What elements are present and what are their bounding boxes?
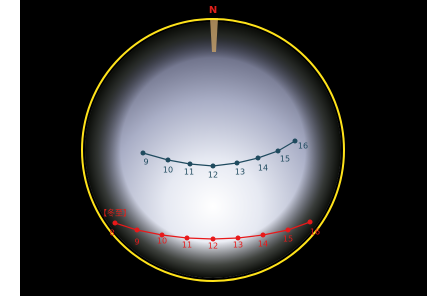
hour-label: 11 <box>184 168 194 177</box>
hour-label: 15 <box>280 155 290 164</box>
hour-label: 9 <box>143 158 148 167</box>
sun-position <box>286 228 291 233</box>
sun-position <box>211 164 216 169</box>
hour-label: 12 <box>208 171 218 180</box>
page: N 【冬至】 9101112131415168910111213141516 (… <box>0 0 427 296</box>
hour-label: 10 <box>157 237 167 246</box>
hour-label: 8 <box>109 229 114 238</box>
sun-position <box>261 233 266 238</box>
sun-position <box>276 149 281 154</box>
hour-label: 13 <box>233 241 243 250</box>
sun-position <box>235 161 240 166</box>
hour-label: 16 <box>310 228 320 237</box>
path-label: 【冬至】 <box>99 208 131 218</box>
sun-position <box>135 228 140 233</box>
sun-position <box>256 156 261 161</box>
hour-label: 15 <box>283 235 293 244</box>
hour-label: 12 <box>208 242 218 251</box>
hour-label: 16 <box>298 142 308 151</box>
hour-label: 9 <box>134 238 139 247</box>
hour-label: 10 <box>163 166 173 175</box>
sun-position <box>141 151 146 156</box>
hour-label: 14 <box>258 240 268 249</box>
sun-path-photo: N 【冬至】 9 10 11 12 13 14 15 16 8 9 10 11 12 13 14 15 16 <box>0 0 427 296</box>
sun-position <box>166 158 171 163</box>
sun-position <box>308 220 313 225</box>
hour-label: 13 <box>235 168 245 177</box>
hour-label: 11 <box>182 241 192 250</box>
sun-position <box>293 139 298 144</box>
compass-north: N <box>209 5 217 16</box>
sun-position <box>113 221 118 226</box>
sun-position <box>188 162 193 167</box>
hour-label: 14 <box>258 164 268 173</box>
